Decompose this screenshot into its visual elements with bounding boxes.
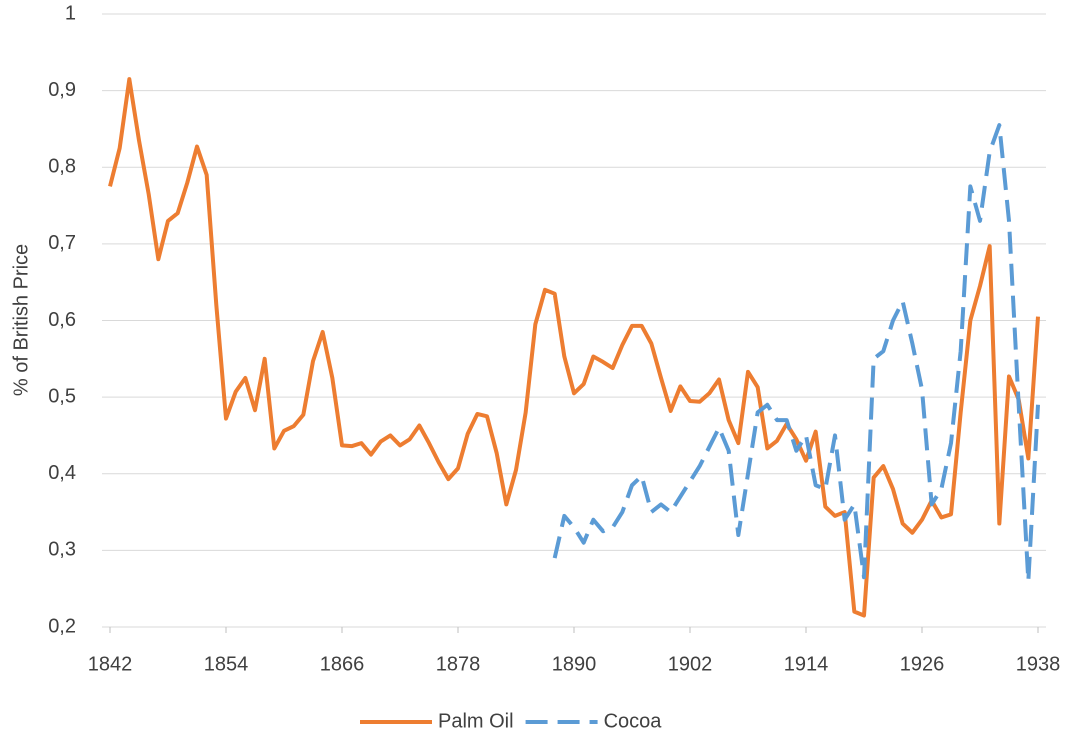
x-tick-label: 1926 [900, 653, 945, 675]
series-line [108, 77, 1040, 618]
y-tick-label: 0,6 [48, 309, 76, 331]
x-tick-label: 1854 [204, 653, 249, 675]
y-tick-label: 0,3 [48, 539, 76, 561]
x-tick-label: 1878 [436, 653, 481, 675]
y-tick-label: 0,5 [48, 385, 76, 407]
y-tick-label: 0,8 [48, 156, 76, 178]
legend-label: Cocoa [604, 710, 663, 732]
y-tick-label: 0,9 [48, 79, 76, 101]
x-tick-label: 1842 [88, 653, 133, 675]
x-tick-label: 1902 [668, 653, 713, 675]
y-tick-label: 0,4 [48, 462, 76, 484]
x-tick-label: 1938 [1016, 653, 1061, 675]
y-tick-label: 0,2 [48, 615, 76, 637]
y-tick-label: 1 [65, 2, 76, 24]
series-line [552, 123, 1040, 584]
x-tick-label: 1866 [320, 653, 365, 675]
y-tick-label: 0,7 [48, 232, 76, 254]
x-tick-label: 1914 [784, 653, 829, 675]
x-tick-label: 1890 [552, 653, 597, 675]
legend-label: Palm Oil [438, 710, 514, 732]
y-axis-title: % of British Price [10, 244, 32, 396]
